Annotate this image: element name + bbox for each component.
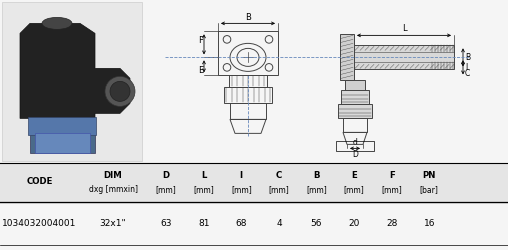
Bar: [336, 141, 374, 151]
Text: PN: PN: [423, 171, 436, 180]
Bar: [35, 133, 90, 153]
Bar: [340, 34, 354, 80]
Text: [mm]: [mm]: [269, 185, 289, 194]
Text: B: B: [245, 13, 251, 22]
Text: L: L: [201, 171, 206, 180]
Bar: [218, 31, 278, 76]
Bar: [354, 46, 454, 69]
Ellipse shape: [42, 18, 72, 29]
Text: d: d: [353, 138, 358, 147]
Text: 20: 20: [348, 220, 360, 228]
Text: DIM: DIM: [104, 171, 122, 180]
Text: D: D: [163, 171, 170, 180]
Bar: [338, 104, 372, 118]
Text: [bar]: [bar]: [420, 185, 439, 194]
Text: [mm]: [mm]: [231, 185, 251, 194]
Polygon shape: [30, 118, 95, 153]
Text: [mm]: [mm]: [194, 185, 214, 194]
Text: [mm]: [mm]: [344, 185, 364, 194]
Circle shape: [105, 76, 135, 106]
Text: CODE: CODE: [26, 177, 52, 186]
Text: 28: 28: [386, 220, 397, 228]
Text: 16: 16: [424, 220, 435, 228]
Bar: [230, 104, 266, 120]
Text: 68: 68: [236, 220, 247, 228]
Text: [mm]: [mm]: [156, 185, 176, 194]
Text: F: F: [389, 171, 395, 180]
Text: E: E: [198, 66, 203, 75]
Text: I: I: [465, 63, 467, 72]
Bar: [341, 90, 369, 104]
Text: 56: 56: [311, 220, 322, 228]
Text: L: L: [402, 24, 406, 33]
Bar: [2, 2, 142, 162]
Text: 81: 81: [198, 220, 209, 228]
Text: B: B: [313, 171, 320, 180]
Text: D: D: [352, 150, 358, 159]
Text: [mm]: [mm]: [382, 185, 402, 194]
Bar: [345, 80, 365, 90]
Text: 4: 4: [276, 220, 282, 228]
Text: 32x1": 32x1": [100, 220, 126, 228]
Text: C: C: [465, 69, 470, 78]
Text: 1034032004001: 1034032004001: [2, 220, 77, 228]
Circle shape: [110, 82, 130, 102]
Text: F: F: [198, 36, 203, 45]
Bar: [229, 76, 267, 88]
Text: dxg [mmxin]: dxg [mmxin]: [88, 185, 138, 194]
Bar: [343, 118, 367, 132]
Bar: [28, 118, 96, 135]
Bar: [224, 88, 272, 104]
Text: C: C: [276, 171, 282, 180]
Polygon shape: [20, 24, 130, 118]
Text: E: E: [351, 171, 357, 180]
Text: 63: 63: [161, 220, 172, 228]
Text: [mm]: [mm]: [306, 185, 327, 194]
Bar: [0, 163, 508, 200]
Text: B: B: [465, 53, 470, 62]
Text: I: I: [240, 171, 243, 180]
